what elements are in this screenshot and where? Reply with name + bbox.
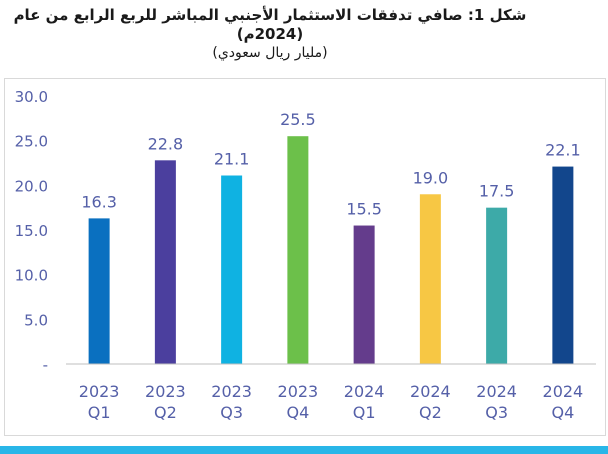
y-tick-label: 30.0 — [15, 88, 48, 106]
x-tick-label-year: 2024 — [410, 382, 451, 401]
x-tick-label-year: 2023 — [79, 382, 120, 401]
bar — [419, 194, 441, 364]
x-axis: 2023 Q1 2023 Q2 2023 Q3 2023 Q4 2024 Q1 2024 Q2 2024… — [66, 363, 596, 422]
bars: 16.3 22.8 21.1 25.5 15.5 19.0 17.5 22.1 — [81, 110, 581, 364]
chart-title: شكل 1: صافي تدفقات الاستثمار الأجنبي الم… — [0, 6, 540, 63]
x-tick-label-quarter: Q4 — [551, 403, 574, 422]
bar — [353, 225, 375, 364]
y-axis: - 5.0 10.0 15.0 20.0 25.0 30.0 — [15, 88, 48, 374]
bar-value-label: 22.1 — [545, 141, 581, 160]
bar-value-label: 16.3 — [81, 192, 117, 211]
x-tick-label-year: 2023 — [211, 382, 252, 401]
chart-title-line1: شكل 1: صافي تدفقات الاستثمار الأجنبي الم… — [13, 6, 527, 24]
bar-value-label: 19.0 — [413, 168, 449, 187]
x-tick-label-quarter: Q4 — [286, 403, 309, 422]
bar — [486, 207, 508, 364]
chart-frame — [4, 78, 606, 436]
bar — [88, 218, 110, 364]
chart-unit-label: (مليار ريال سعودي) — [212, 45, 328, 61]
chart-title-line2: (2024م) — [236, 25, 304, 43]
bar — [552, 166, 574, 364]
x-tick-label-quarter: Q1 — [353, 403, 376, 422]
x-tick-label-year: 2024 — [476, 382, 517, 401]
x-tick-label-quarter: Q2 — [419, 403, 442, 422]
bar-value-label: 17.5 — [479, 182, 515, 201]
bar-value-label: 21.1 — [214, 150, 250, 169]
x-tick-label-year: 2023 — [278, 382, 319, 401]
y-tick-label: 5.0 — [24, 311, 48, 329]
bar-value-label: 25.5 — [280, 110, 316, 129]
x-tick-label-year: 2024 — [344, 382, 385, 401]
x-tick-label-year: 2024 — [543, 382, 584, 401]
bar-value-label: 15.5 — [346, 200, 382, 219]
x-tick-label-quarter: Q2 — [154, 403, 177, 422]
bottom-accent-rule — [0, 446, 608, 454]
bar — [287, 136, 309, 364]
x-tick-label-year: 2023 — [145, 382, 186, 401]
x-tick-label-quarter: Q3 — [220, 403, 243, 422]
bar — [221, 175, 243, 364]
y-tick-label: 15.0 — [15, 222, 48, 240]
y-tick-label: 25.0 — [15, 133, 48, 151]
bar-value-label: 22.8 — [148, 134, 184, 153]
y-tick-label: 20.0 — [15, 177, 48, 195]
y-tick-label: 10.0 — [15, 267, 48, 285]
y-tick-label: - — [43, 356, 48, 374]
bar — [154, 160, 176, 364]
x-tick-label-quarter: Q3 — [485, 403, 508, 422]
x-tick-label-quarter: Q1 — [88, 403, 111, 422]
